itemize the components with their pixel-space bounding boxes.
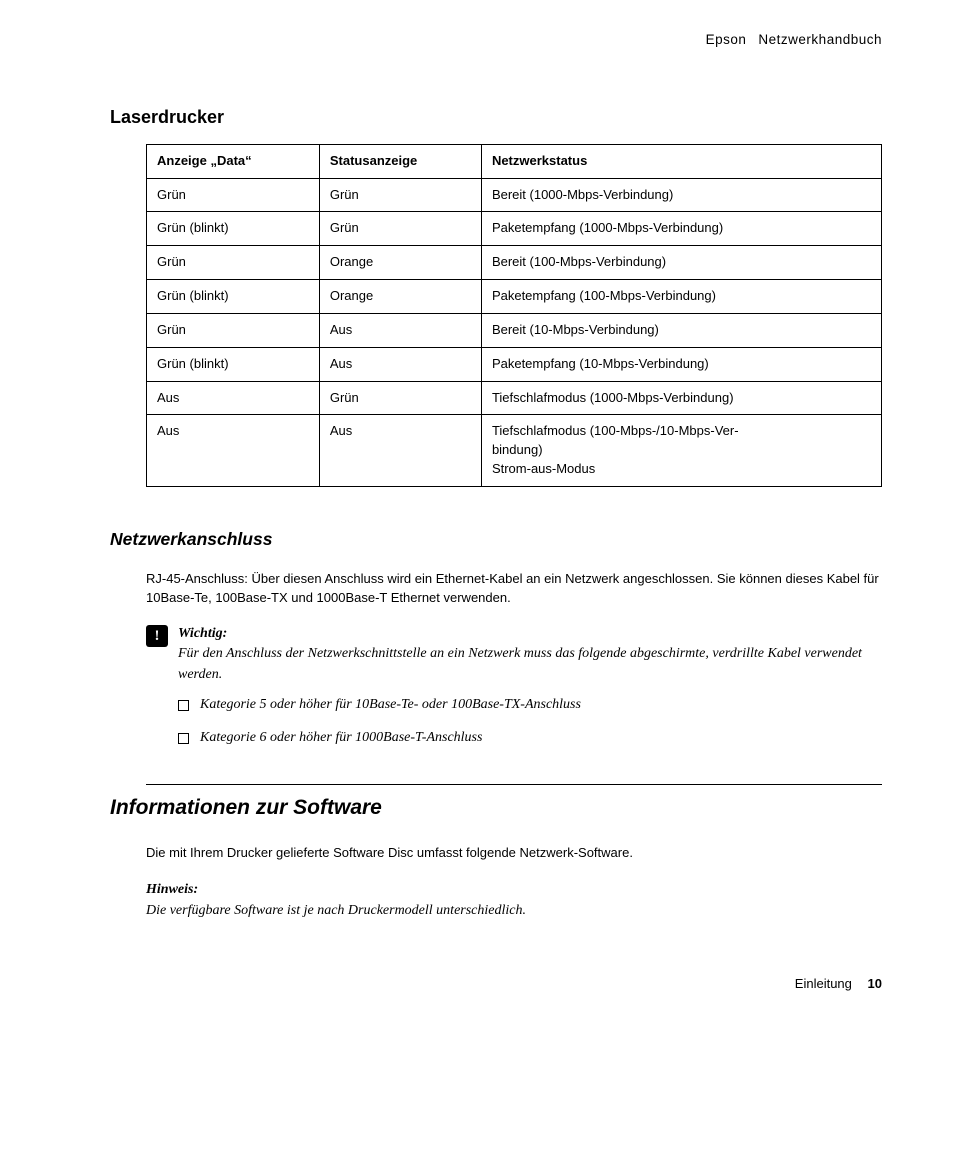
wichtig-callout: ! Wichtig: Für den Anschluss der Netzwer… (146, 624, 882, 685)
table-cell: Aus (319, 415, 481, 487)
hinweis-text: Die verfügbare Software ist je nach Druc… (146, 903, 526, 918)
section-title-informationen: Informationen zur Software (110, 793, 882, 823)
table-cell: Aus (147, 415, 320, 487)
table-cell: Tiefschlafmodus (1000-Mbps-Verbindung) (481, 381, 881, 415)
table-header-cell: Statusanzeige (319, 144, 481, 178)
bullet-list: Kategorie 5 oder höher für 10Base-Te- od… (178, 695, 882, 748)
table-cell: Grün (319, 178, 481, 212)
table-cell: Orange (319, 280, 481, 314)
section-title-netzwerkanschluss: Netzwerkanschluss (110, 527, 882, 552)
table-cell: Bereit (10-Mbps-Verbindung) (481, 313, 881, 347)
table-cell: Paketempfang (10-Mbps-Verbindung) (481, 347, 881, 381)
section-rule (146, 784, 882, 785)
table-cell: Aus (319, 347, 481, 381)
table-row: GrünGrünBereit (1000-Mbps-Verbindung) (147, 178, 882, 212)
rj45-paragraph: RJ-45-Anschluss: Über diesen Anschluss w… (146, 570, 882, 608)
wichtig-label: Wichtig: (178, 626, 227, 641)
header-brand: Epson (706, 32, 747, 47)
page-footer: Einleitung 10 (110, 975, 882, 994)
wichtig-body: Wichtig: Für den Anschluss der Netzwerks… (178, 624, 882, 685)
section-title-laserdrucker: Laserdrucker (110, 104, 882, 130)
table-cell: Paketempfang (1000-Mbps-Verbindung) (481, 212, 881, 246)
table-cell: Grün (147, 178, 320, 212)
table-cell: Aus (319, 313, 481, 347)
table-cell: Orange (319, 246, 481, 280)
table-header-cell: Netzwerkstatus (481, 144, 881, 178)
software-paragraph: Die mit Ihrem Drucker gelieferte Softwar… (146, 844, 882, 863)
table-row: GrünAusBereit (10-Mbps-Verbindung) (147, 313, 882, 347)
table-header-cell: Anzeige „Data“ (147, 144, 320, 178)
warning-icon: ! (146, 625, 168, 647)
table-row: Grün (blinkt)AusPaketempfang (10-Mbps-Ve… (147, 347, 882, 381)
hinweis-block: Hinweis: Die verfügbare Software ist je … (146, 880, 882, 921)
table-cell: Grün (blinkt) (147, 280, 320, 314)
footer-page-number: 10 (868, 976, 882, 991)
wichtig-text: Für den Anschluss der Netzwerkschnittste… (178, 646, 862, 681)
list-item: Kategorie 5 oder höher für 10Base-Te- od… (178, 695, 882, 715)
table-row: AusGrünTiefschlafmodus (1000-Mbps-Verbin… (147, 381, 882, 415)
header-doc-title: Netzwerkhandbuch (758, 32, 882, 47)
table-cell: Aus (147, 381, 320, 415)
footer-chapter: Einleitung (795, 976, 852, 991)
table-cell: Grün (319, 212, 481, 246)
page-header: Epson Netzwerkhandbuch (110, 30, 882, 50)
status-table: Anzeige „Data“ Statusanzeige Netzwerksta… (146, 144, 882, 487)
table-cell: Grün (319, 381, 481, 415)
table-header-row: Anzeige „Data“ Statusanzeige Netzwerksta… (147, 144, 882, 178)
table-cell: Paketempfang (100-Mbps-Verbindung) (481, 280, 881, 314)
table-row: Grün (blinkt)OrangePaketempfang (100-Mbp… (147, 280, 882, 314)
table-row: GrünOrangeBereit (100-Mbps-Verbindung) (147, 246, 882, 280)
table-row: AusAusTiefschlafmodus (100-Mbps-/10-Mbps… (147, 415, 882, 487)
table-body: GrünGrünBereit (1000-Mbps-Verbindung)Grü… (147, 178, 882, 486)
table-cell: Tiefschlafmodus (100-Mbps-/10-Mbps-Ver-b… (481, 415, 881, 487)
table-cell: Grün (blinkt) (147, 212, 320, 246)
table-cell: Grün (blinkt) (147, 347, 320, 381)
list-item: Kategorie 6 oder höher für 1000Base-T-An… (178, 728, 882, 748)
table-cell: Bereit (100-Mbps-Verbindung) (481, 246, 881, 280)
hinweis-label: Hinweis: (146, 882, 198, 897)
table-cell: Grün (147, 246, 320, 280)
table-cell: Grün (147, 313, 320, 347)
table-row: Grün (blinkt)GrünPaketempfang (1000-Mbps… (147, 212, 882, 246)
table-cell: Bereit (1000-Mbps-Verbindung) (481, 178, 881, 212)
